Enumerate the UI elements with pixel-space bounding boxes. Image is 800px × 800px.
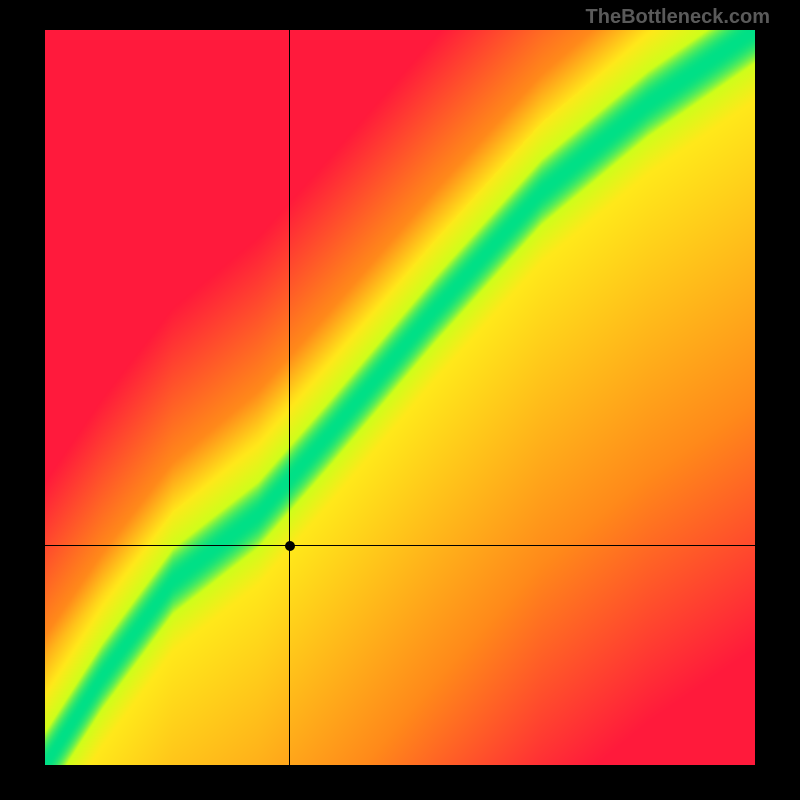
bottleneck-heatmap [45, 30, 755, 765]
heatmap-canvas [45, 30, 755, 765]
crosshair-vertical [289, 30, 290, 765]
crosshair-horizontal [45, 545, 755, 546]
crosshair-marker [285, 541, 295, 551]
watermark-text: TheBottleneck.com [586, 6, 770, 29]
